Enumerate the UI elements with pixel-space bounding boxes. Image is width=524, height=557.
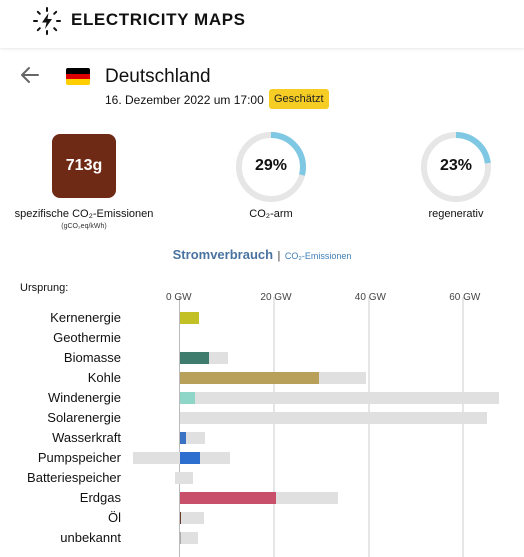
- row-label-1: Geothermie: [53, 330, 121, 345]
- capacity-bar-negative[interactable]: [132, 452, 180, 464]
- axis-tick-label: 0 GW: [166, 292, 192, 303]
- brand-name[interactable]: ELECTRICITY MAPS: [71, 10, 246, 29]
- capacity-bar-negative[interactable]: [175, 472, 180, 484]
- tab-emissions[interactable]: CO₂-Emissionen: [284, 251, 352, 261]
- capacity-bar[interactable]: [180, 392, 499, 404]
- renewable-percent: 23%: [439, 157, 473, 174]
- carbon-intensity-unit: (gCO₂eq/kWh): [61, 223, 107, 230]
- capacity-bar[interactable]: [180, 472, 193, 484]
- row-label-10: Öl: [108, 510, 121, 525]
- production-bar[interactable]: [180, 432, 187, 444]
- row-label-2: Biomasse: [63, 350, 121, 365]
- country-name: Deutschland: [105, 66, 211, 87]
- flag-stripe: [66, 68, 90, 74]
- production-bar[interactable]: [180, 492, 276, 504]
- row-label-6: Wasserkraft: [52, 430, 121, 445]
- renewable-ring[interactable]: [420, 131, 492, 203]
- capacity-bar[interactable]: [180, 412, 487, 424]
- back-arrow-icon[interactable]: [19, 64, 41, 86]
- production-bar[interactable]: [180, 352, 210, 364]
- row-label-5: Solarenergie: [47, 410, 121, 425]
- country-flag: [66, 68, 90, 85]
- origin-heading: Ursprung:: [20, 282, 69, 294]
- production-bar[interactable]: [180, 392, 196, 404]
- top-header: ELECTRICITY MAPS: [0, 0, 524, 48]
- production-bar[interactable]: [180, 312, 199, 324]
- tab-consumption[interactable]: Stromverbrauch: [172, 247, 274, 262]
- capacity-bar[interactable]: [180, 512, 204, 524]
- low-carbon-percent: 29%: [254, 157, 288, 174]
- flag-stripe: [66, 73, 90, 80]
- production-bar[interactable]: [180, 452, 201, 464]
- ring-value: [421, 132, 491, 202]
- row-label-0: Kernenergie: [50, 310, 121, 325]
- ring-value: [236, 132, 306, 202]
- low-carbon-label: CO₂-arm: [249, 208, 293, 220]
- row-label-9: Erdgas: [79, 490, 121, 505]
- datetime-label: 16. Dezember 2022 um 17:00: [105, 93, 264, 107]
- row-label-3: Kohle: [87, 370, 121, 385]
- axis-gridline: [367, 297, 370, 557]
- chart-tabs: Stromverbrauch | CO₂-Emissionen: [0, 246, 524, 264]
- lightning-logo-icon[interactable]: [33, 7, 61, 35]
- axis-tick-label: 40 GW: [354, 292, 386, 303]
- estimated-badge[interactable]: Geschätzt: [269, 89, 329, 109]
- flag-stripe: [66, 79, 90, 85]
- carbon-intensity-box[interactable]: 713g: [52, 134, 116, 198]
- axis-tick-label: 60 GW: [449, 292, 481, 303]
- axis-gridline: [462, 297, 465, 557]
- carbon-intensity-label: spezifische CO₂-Emissionen: [14, 208, 154, 220]
- row-label-7: Pumpspeicher: [37, 450, 121, 465]
- row-label-11: unbekannt: [60, 530, 121, 545]
- axis-zero-line: [179, 297, 180, 557]
- tab-separator: |: [277, 250, 281, 262]
- renewable-label: regenerativ: [428, 208, 484, 220]
- low-carbon-ring[interactable]: [235, 131, 307, 203]
- production-bar[interactable]: [180, 532, 181, 544]
- axis-gridline: [273, 297, 276, 557]
- capacity-bar[interactable]: [180, 532, 199, 544]
- row-label-4: Windenergie: [48, 390, 121, 405]
- row-label-8: Batteriespeicher: [27, 470, 121, 485]
- production-bar[interactable]: [180, 372, 320, 384]
- axis-tick-label: 20 GW: [260, 292, 292, 303]
- production-bar[interactable]: [180, 512, 182, 524]
- capacity-bar[interactable]: [180, 432, 206, 444]
